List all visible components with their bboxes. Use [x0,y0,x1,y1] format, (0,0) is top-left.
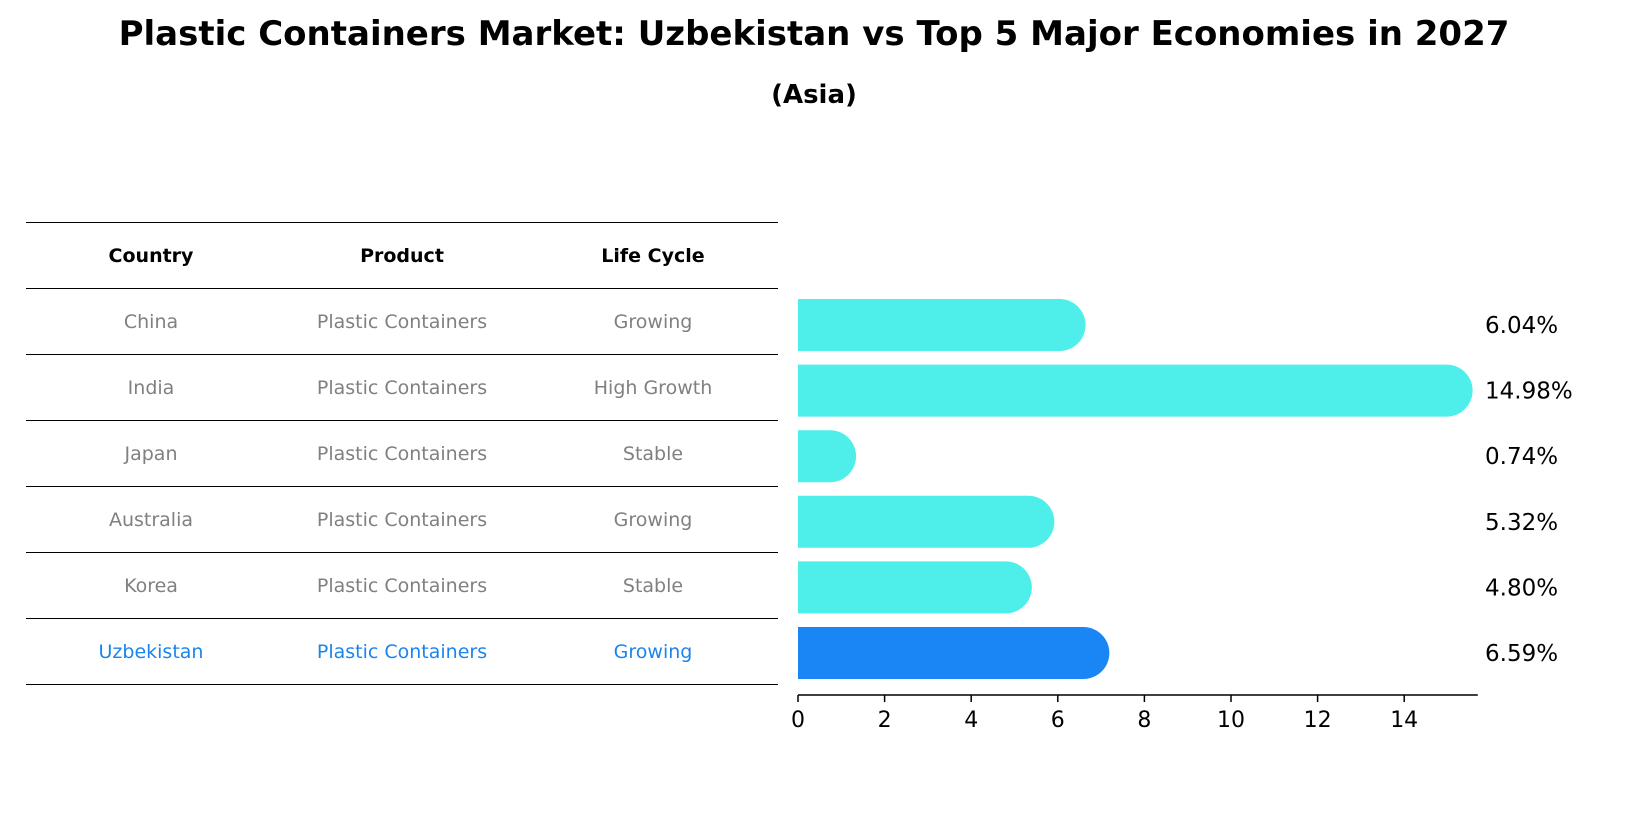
product-cell: Plastic Containers [276,288,528,355]
table-row-highlighted: Uzbekistan Plastic Containers Growing [26,618,778,685]
chart-subtitle: (Asia) [771,80,857,110]
country-cell: Uzbekistan [26,618,276,685]
x-tick-label: 8 [1137,708,1151,733]
product-cell: Plastic Containers [276,486,528,553]
product-cell: Plastic Containers [276,618,528,685]
country-cell: Japan [26,420,276,487]
bar [798,299,1086,351]
header-life-cycle: Life Cycle [528,222,778,289]
x-tick-label: 2 [878,708,892,733]
product-cell: Plastic Containers [276,420,528,487]
x-tick-label: 6 [1051,708,1065,733]
table-row: Australia Plastic Containers Growing [26,486,778,553]
x-tick-label: 12 [1304,708,1332,733]
x-tick-label: 14 [1390,708,1418,733]
country-cell: India [26,354,276,421]
table-row: Japan Plastic Containers Stable [26,420,778,487]
value-label: 6.59% [1485,641,1558,667]
product-cell: Plastic Containers [276,354,528,421]
life-cycle-cell: Growing [528,486,778,553]
value-label: 14.98% [1485,379,1573,405]
bar-highlighted [798,627,1110,679]
country-cell: China [26,288,276,355]
life-cycle-cell: Growing [528,288,778,355]
table-row: China Plastic Containers Growing [26,288,778,355]
life-cycle-cell: Stable [528,420,778,487]
x-tick-label: 4 [964,708,978,733]
market-table: Country Product Life Cycle China Plastic… [26,222,778,685]
bar [798,495,1055,548]
table-header-row: Country Product Life Cycle [26,222,778,289]
bar [798,561,1032,614]
header-country: Country [26,222,276,289]
life-cycle-cell: High Growth [528,354,778,421]
life-cycle-cell: Stable [528,552,778,619]
value-label: 6.04% [1485,313,1558,339]
x-tick-label: 10 [1217,708,1245,733]
chart-title: Plastic Containers Market: Uzbekistan vs… [118,14,1510,54]
life-cycle-cell: Growing [528,618,778,685]
table-row: Korea Plastic Containers Stable [26,552,778,619]
table-row: India Plastic Containers High Growth [26,354,778,421]
bar [798,364,1473,417]
value-label: 5.32% [1485,510,1558,536]
value-label: 4.80% [1485,575,1558,601]
bar [798,430,857,483]
country-cell: Korea [26,552,276,619]
product-cell: Plastic Containers [276,552,528,619]
country-cell: Australia [26,486,276,553]
value-label: 0.74% [1485,444,1558,470]
header-product: Product [276,222,528,289]
x-tick-label: 0 [791,708,805,733]
